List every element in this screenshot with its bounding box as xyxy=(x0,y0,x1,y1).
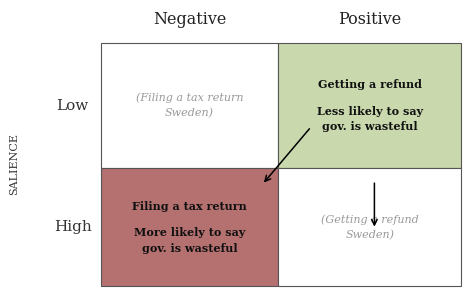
Text: Getting a refund: Getting a refund xyxy=(318,80,422,90)
Text: (Filing a tax return
Sweden): (Filing a tax return Sweden) xyxy=(136,93,243,119)
Text: More likely to say
gov. is wasteful: More likely to say gov. is wasteful xyxy=(134,227,245,254)
Bar xyxy=(101,168,278,286)
Text: Less likely to say
gov. is wasteful: Less likely to say gov. is wasteful xyxy=(317,106,423,132)
Bar xyxy=(278,168,461,286)
Bar xyxy=(278,43,461,168)
Text: Positive: Positive xyxy=(338,11,402,28)
Text: Filing a tax return: Filing a tax return xyxy=(132,201,247,212)
Text: High: High xyxy=(54,220,91,234)
Bar xyxy=(101,43,278,168)
Text: Low: Low xyxy=(57,99,88,113)
Text: (Getting a refund
Sweden): (Getting a refund Sweden) xyxy=(321,214,418,240)
Text: Negative: Negative xyxy=(153,11,226,28)
Text: SALIENCE: SALIENCE xyxy=(9,133,19,195)
